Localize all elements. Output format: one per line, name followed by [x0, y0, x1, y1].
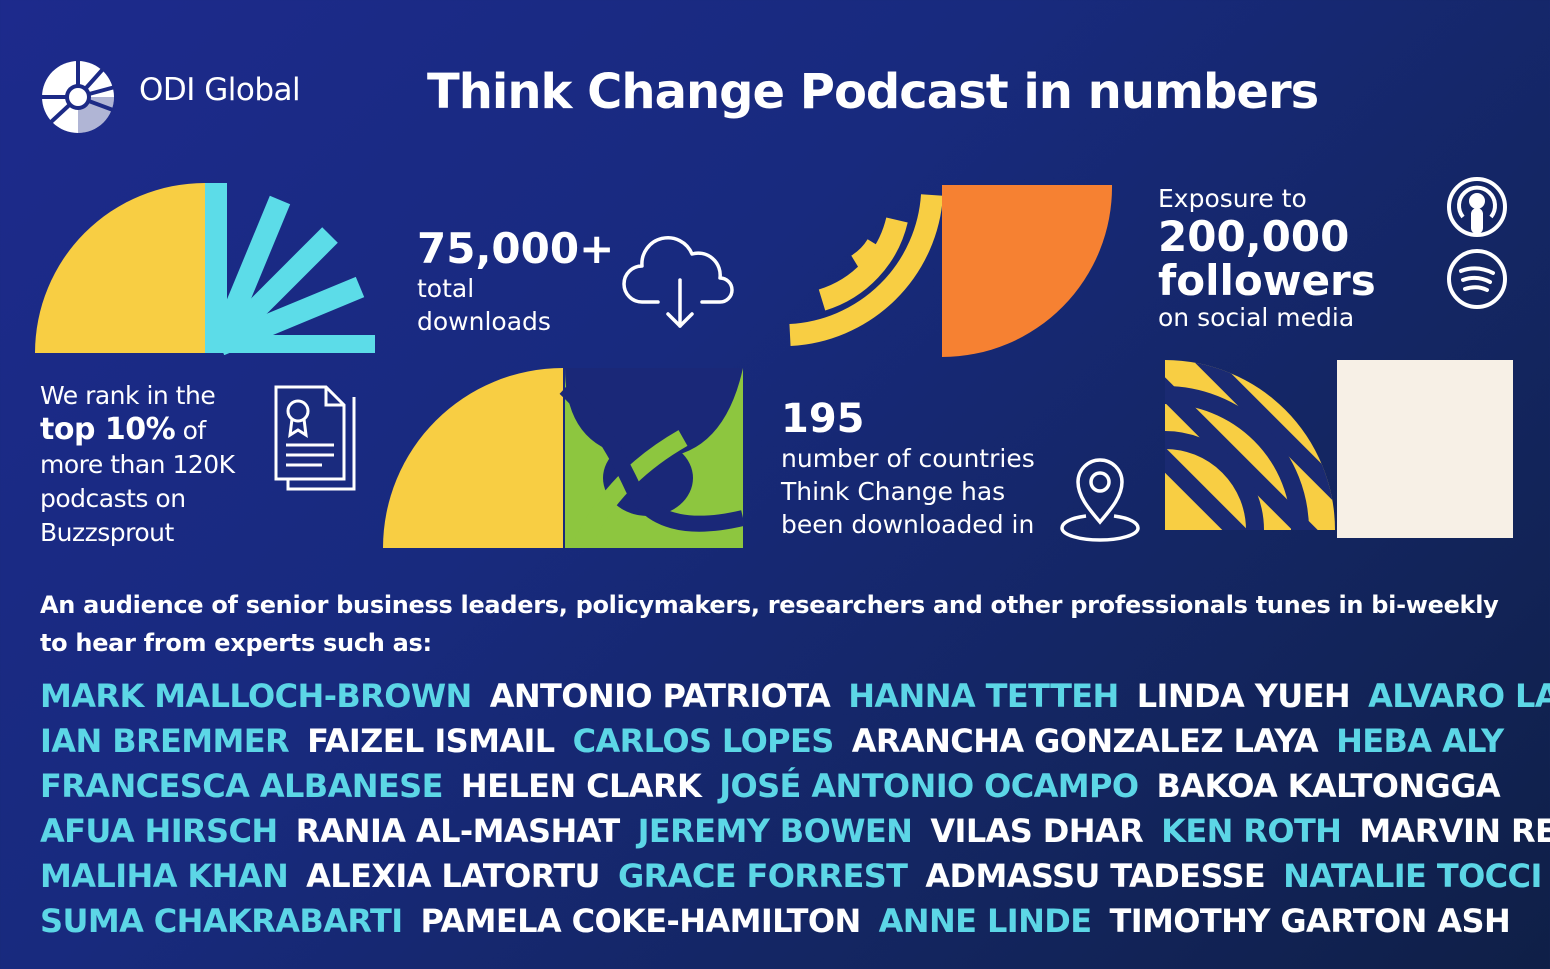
countries-line3: been downloaded in [781, 510, 1035, 539]
leaf-graphic [383, 368, 748, 550]
expert-name: ALEXIA LATORTU [306, 857, 600, 895]
rank-line5: Buzzsprout [40, 518, 174, 547]
downloads-stat: 75,000+ total downloads [417, 226, 614, 338]
expert-name: BAKOA KALTONGGA [1156, 767, 1501, 805]
certificate-document-icon [272, 383, 358, 493]
downloads-line1: total [417, 274, 475, 303]
expert-name: MARVIN REES [1359, 812, 1550, 850]
expert-name: JEREMY BOWEN [637, 812, 913, 850]
rank-line2: top 10% of [40, 413, 235, 448]
followers-prefix: Exposure to [1158, 184, 1307, 213]
expert-name: KEN ROTH [1161, 812, 1342, 850]
expert-name: HANNA TETTEH [848, 677, 1119, 715]
followers-suffix: on social media [1158, 303, 1355, 332]
cloud-download-icon [620, 232, 740, 332]
brand-name: ODI Global [139, 72, 301, 108]
expert-name: CARLOS LOPES [572, 722, 835, 760]
downloads-number: 75,000+ [417, 224, 615, 273]
expert-name: AFUA HIRSCH [40, 812, 278, 850]
expert-row: IAN BREMMER FAIZEL ISMAIL CARLOS LOPES ARAN… [40, 719, 1545, 764]
expert-row: MARK MALLOCH-BROWN ANTONIO PATRIOTA HANNA … [40, 674, 1550, 719]
expert-name: SUMA CHAKRABARTI [40, 902, 403, 940]
expert-name: ALVARO LARIO [1368, 677, 1550, 715]
expert-name: VILAS DHAR [930, 812, 1144, 850]
sunburst-graphic [35, 180, 380, 355]
expert-name: FAIZEL ISMAIL [307, 722, 555, 760]
stripes-graphic [1165, 360, 1515, 540]
rank-after: of [175, 416, 207, 445]
expert-row: AFUA HIRSCH RANIA AL-MASHAT JEREMY BOWEN VI… [40, 809, 1550, 854]
expert-name: LINDA YUEH [1136, 677, 1351, 715]
followers-stat: Exposure to 200,000 followers on social … [1158, 183, 1376, 333]
signal-graphic [782, 185, 1117, 360]
countries-stat: 195 number of countries Think Change has… [781, 396, 1035, 541]
countries-line1: number of countries [781, 444, 1035, 473]
expert-name: PAMELA COKE-HAMILTON [420, 902, 862, 940]
expert-name: ARANCHA GONZALEZ LAYA [851, 722, 1319, 760]
expert-name: GRACE FORREST [617, 857, 908, 895]
rank-line4: podcasts on [40, 484, 186, 513]
rank-line1: We rank in the [40, 381, 216, 410]
expert-name: HELEN CLARK [460, 767, 702, 805]
apple-podcasts-icon [1445, 175, 1509, 241]
expert-name: MALIHA KHAN [40, 857, 289, 895]
expert-row: MALIHA KHAN ALEXIA LATORTU GRACE FORREST AD… [40, 854, 1545, 899]
rank-bold: top 10% [40, 412, 176, 447]
audience-intro: An audience of senior business leaders, … [40, 591, 1499, 657]
expert-row: FRANCESCA ALBANESE HELEN CLARK JOSÉ ANTONI… [40, 764, 1545, 809]
expert-name: IAN BREMMER [40, 722, 290, 760]
expert-name: RANIA AL-MASHAT [295, 812, 621, 850]
followers-word: followers [1158, 256, 1376, 305]
location-pin-icon [1060, 450, 1140, 542]
expert-row: SUMA CHAKRABARTI PAMELA COKE-HAMILTON ANNE… [40, 899, 1545, 944]
spotify-icon [1446, 248, 1508, 310]
expert-name: JOSÉ ANTONIO OCAMPO [719, 767, 1139, 805]
rank-line3: more than 120K [40, 450, 235, 479]
expert-name: FRANCESCA ALBANESE [40, 767, 443, 805]
expert-name: ANNE LINDE [878, 902, 1092, 940]
countries-line2: Think Change has [781, 477, 1006, 506]
expert-name: ANTONIO PATRIOTA [489, 677, 831, 715]
rank-stat: We rank in the top 10% of more than 120K… [40, 379, 235, 550]
expert-name: ADMASSU TADESSE [925, 857, 1266, 895]
expert-name: NATALIE TOCCI [1283, 857, 1542, 895]
odi-logo-icon [37, 60, 119, 134]
expert-list: MARK MALLOCH-BROWN ANTONIO PATRIOTA HANNA … [40, 674, 1550, 944]
expert-name: HEBA ALY [1336, 722, 1504, 760]
downloads-line2: downloads [417, 307, 551, 336]
page-title: Think Change Podcast in numbers [427, 64, 1319, 120]
expert-name: MARK MALLOCH-BROWN [40, 677, 472, 715]
countries-number: 195 [781, 396, 865, 442]
followers-number: 200,000 [1158, 212, 1350, 261]
expert-name: TIMOTHY GARTON ASH [1109, 902, 1511, 940]
